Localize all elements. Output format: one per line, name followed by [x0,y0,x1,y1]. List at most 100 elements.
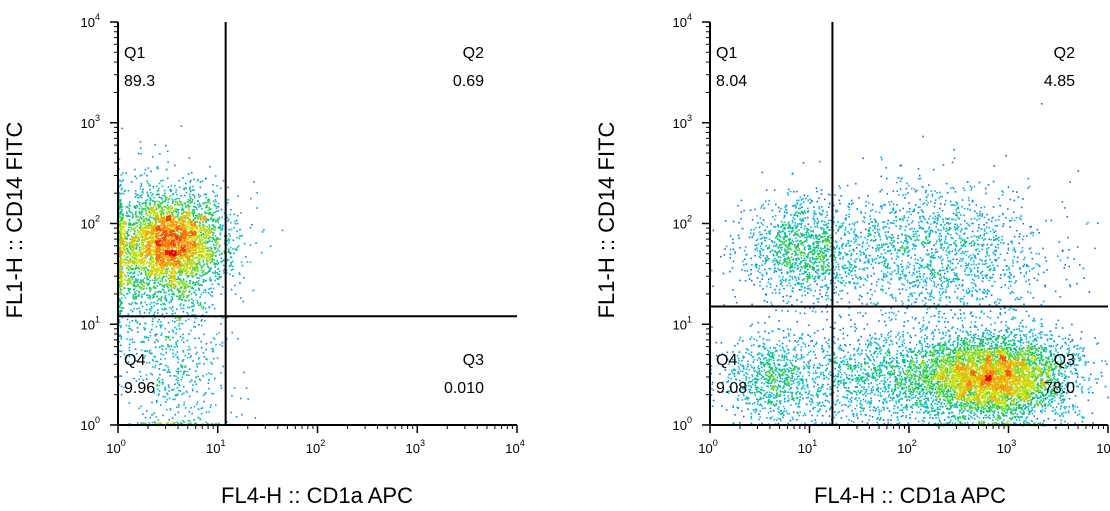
event-dot [897,242,899,244]
event-dot [174,398,176,401]
event-dot [194,249,196,251]
event-dot [197,246,199,249]
event-dot [162,272,164,275]
event-dot [239,235,241,237]
event-dot [809,202,812,204]
event-dot [762,219,765,221]
event-dot [740,211,743,213]
event-dot [172,276,174,279]
event-dot [145,245,147,248]
event-dot [129,338,131,341]
event-dot [1023,303,1025,306]
event-dot [124,250,126,252]
event-dot [201,246,204,248]
event-dot [135,190,137,192]
event-dot [166,217,168,220]
event-dot [230,263,232,266]
event-dot [191,388,194,390]
event-dot [176,393,179,395]
event-dot [157,227,159,230]
event-dot [149,349,152,352]
event-dot [205,373,208,376]
event-dot [134,253,136,255]
event-dot [724,248,726,250]
event-dot [794,204,796,207]
event-dot [199,243,201,245]
event-dot [202,259,205,262]
event-dot [179,233,182,235]
event-dot [133,341,136,343]
event-dot [243,277,245,279]
event-dot [121,213,124,216]
event-dot [218,278,220,280]
event-dot [135,177,138,180]
event-dot [196,273,198,275]
event-dot [161,381,164,384]
event-dot [174,274,176,277]
event-dot [122,307,125,309]
event-dot [192,228,194,231]
event-dot [182,209,184,211]
event-dot [214,204,217,207]
event-dot [222,270,225,272]
event-dot [204,217,207,220]
event-dot [155,230,157,232]
event-dot [796,190,798,193]
event-dot [173,235,175,238]
quadrant-name: Q4 [124,352,145,369]
event-dot [748,278,751,280]
event-dot [140,273,142,276]
event-dot [169,263,172,265]
event-dot [119,234,122,236]
event-dot [139,203,141,206]
event-dot [217,218,220,220]
event-dot [181,223,183,226]
event-dot [138,243,141,245]
event-dot [161,278,163,281]
event-dot [239,228,241,231]
event-dot [144,260,146,262]
event-dot [195,403,198,406]
event-dot [210,404,212,406]
event-dot [151,257,154,260]
event-dot [166,248,168,250]
event-dot [185,205,188,207]
event-dot [167,218,170,220]
event-dot [128,262,130,264]
event-dot [202,291,205,294]
y-tick-label: 104 [81,12,100,30]
event-dot [832,204,835,207]
event-dot [156,265,159,268]
event-dot [227,258,229,261]
event-dot [161,249,164,251]
event-dot [197,417,200,419]
event-dot [159,204,161,206]
event-dot [171,243,173,246]
event-dot [215,244,217,246]
event-dot [119,244,122,246]
event-dot [152,209,154,211]
event-dot [146,276,148,278]
event-dot [196,216,198,218]
event-dot [213,239,216,241]
event-dot [196,228,198,231]
event-dot [756,277,759,279]
event-dot [190,293,193,295]
event-dot [189,348,191,351]
event-dot [188,257,191,260]
event-dot [176,281,178,283]
event-dot [155,212,158,215]
event-dot [176,394,178,396]
event-dot [166,398,169,401]
event-dot [189,223,192,225]
event-dot [171,298,174,301]
event-dot [135,222,137,225]
event-dot [186,214,188,217]
event-dot [173,256,176,258]
event-dot [732,238,734,241]
event-dot [712,229,715,232]
event-dot [136,285,138,287]
event-dot [193,178,195,181]
event-dot [146,237,149,239]
event-dot [162,267,165,270]
